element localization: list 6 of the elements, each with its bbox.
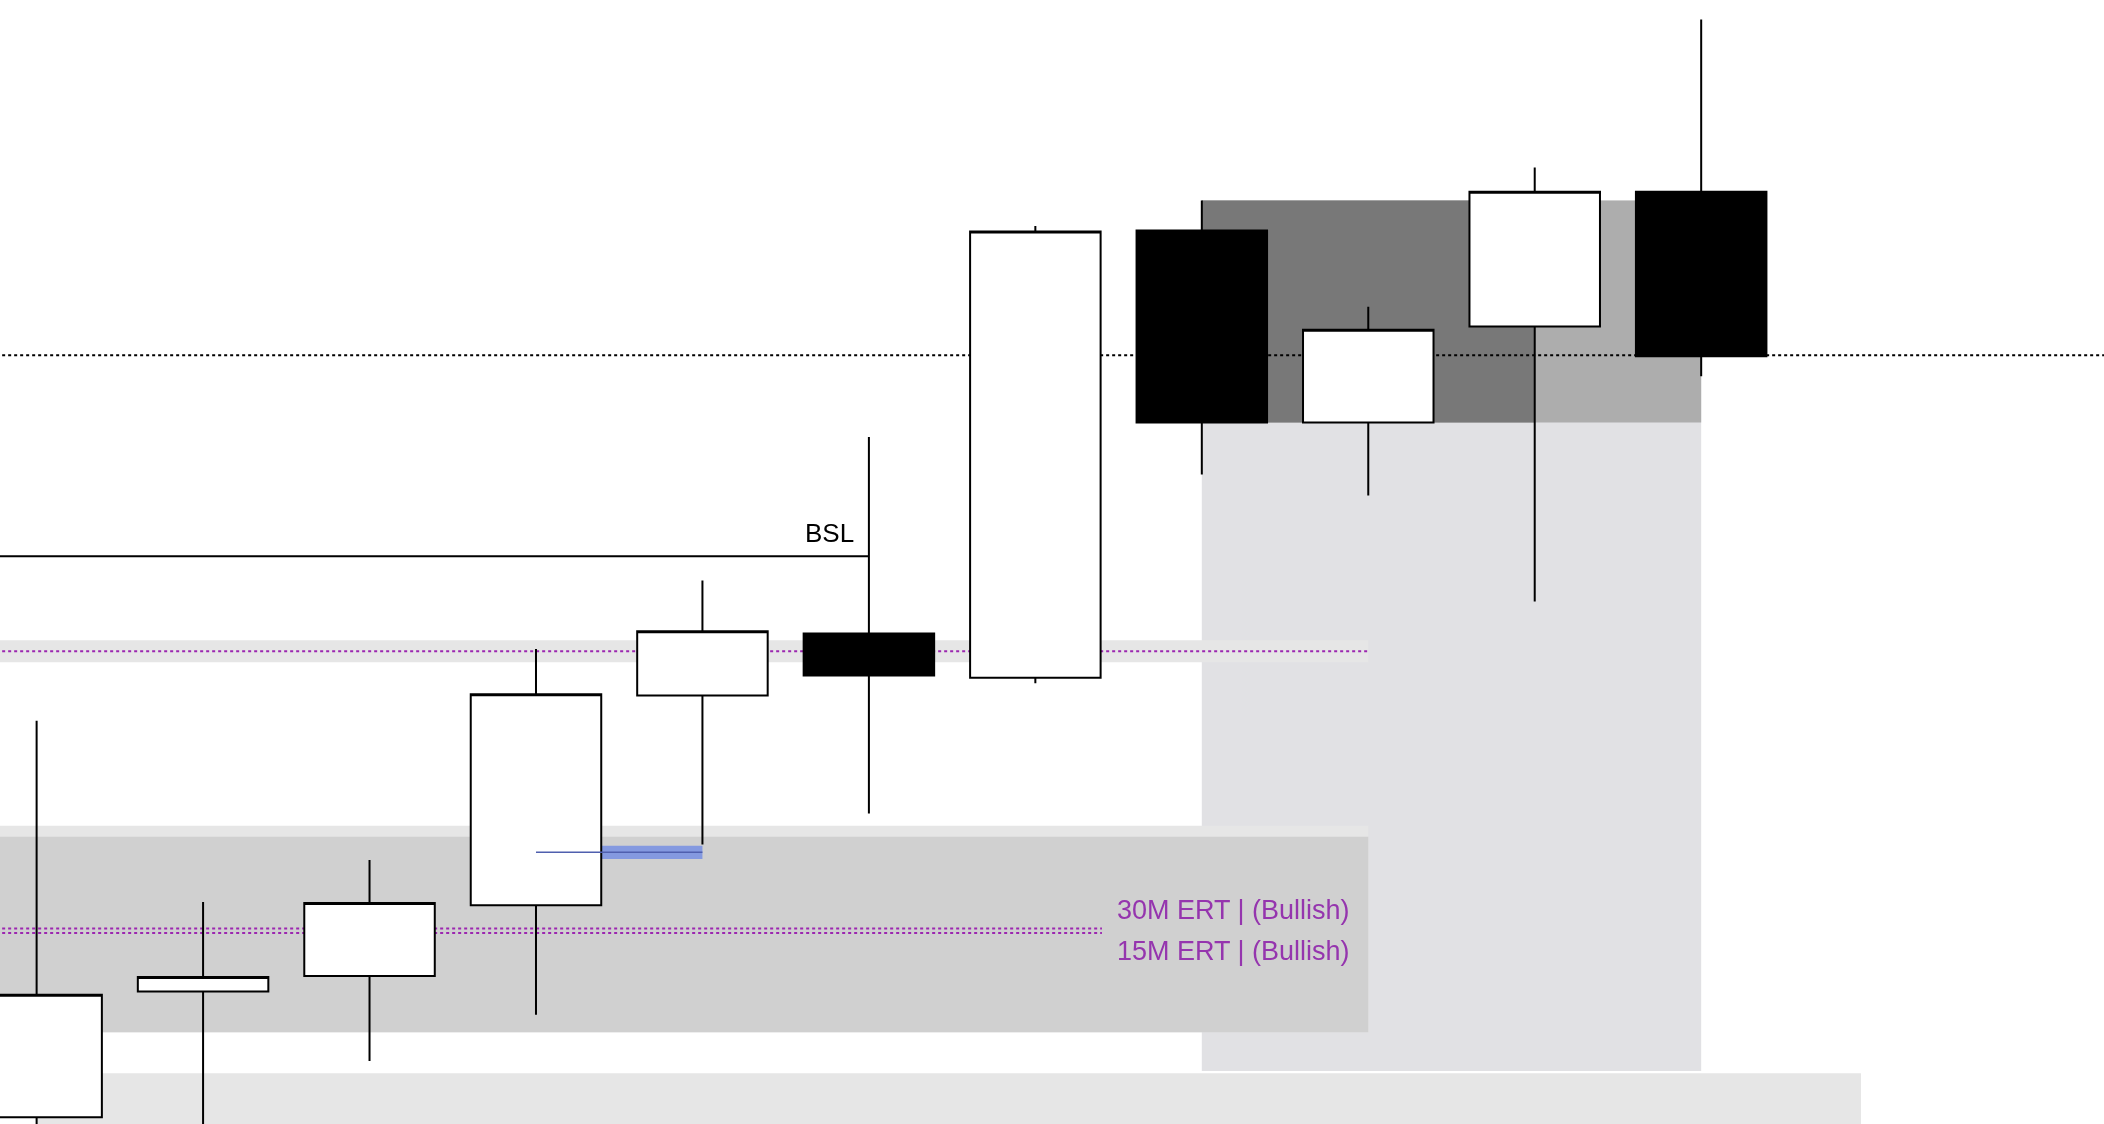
ref-line-label: 15M ERT | (Bullish) [1117,936,1350,966]
candlestick [303,859,436,1063]
ref-line-label: 30M ERT | (Bullish) [1117,895,1350,925]
candlestick [469,648,603,1016]
ref-line-label: BSL [805,518,855,548]
candlestick [636,579,769,846]
